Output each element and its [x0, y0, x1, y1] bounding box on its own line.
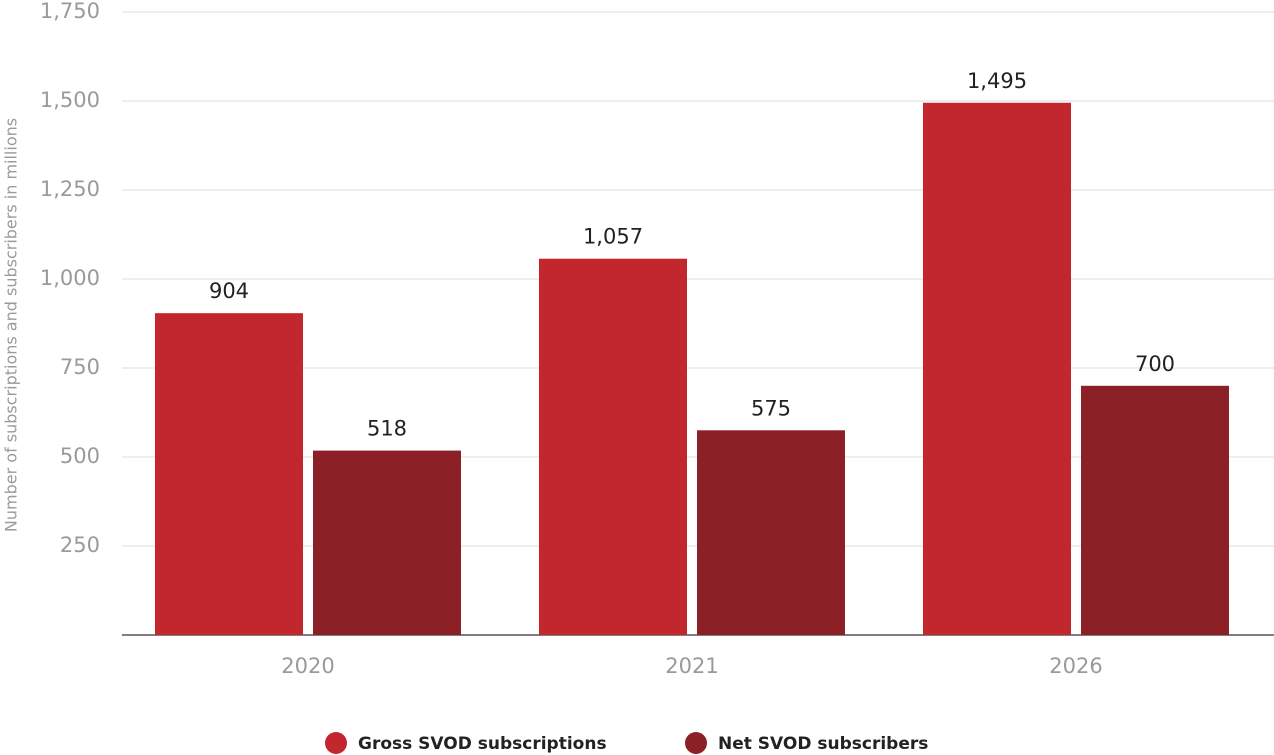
y-tick-label: 500 [60, 444, 100, 468]
value-label: 518 [367, 417, 407, 441]
x-tick-label: 2026 [1049, 654, 1102, 678]
y-tick-label: 750 [60, 355, 100, 379]
legend-marker [685, 732, 707, 754]
bar [1081, 385, 1229, 635]
y-tick-label: 1,500 [40, 88, 100, 112]
y-tick-label: 1,250 [40, 177, 100, 201]
legend-label: Net SVOD subscribers [718, 734, 928, 754]
x-tick-label: 2021 [665, 654, 718, 678]
bar [697, 430, 845, 635]
bar [155, 313, 303, 635]
y-axis-title: Number of subscriptions and subscribers … [2, 118, 21, 532]
value-label: 700 [1135, 352, 1175, 376]
value-label: 904 [209, 279, 249, 303]
x-tick-label: 2020 [281, 654, 334, 678]
legend-label: Gross SVOD subscriptions [358, 734, 607, 754]
legend-marker [325, 732, 347, 754]
y-tick-label: 1,750 [40, 0, 100, 23]
bar [923, 102, 1071, 635]
bar [313, 450, 461, 635]
bar [539, 258, 687, 635]
y-tick-label: 1,000 [40, 266, 100, 290]
value-label: 575 [751, 396, 791, 420]
value-label: 1,057 [583, 225, 643, 249]
value-label: 1,495 [967, 69, 1027, 93]
y-tick-label: 250 [60, 533, 100, 557]
